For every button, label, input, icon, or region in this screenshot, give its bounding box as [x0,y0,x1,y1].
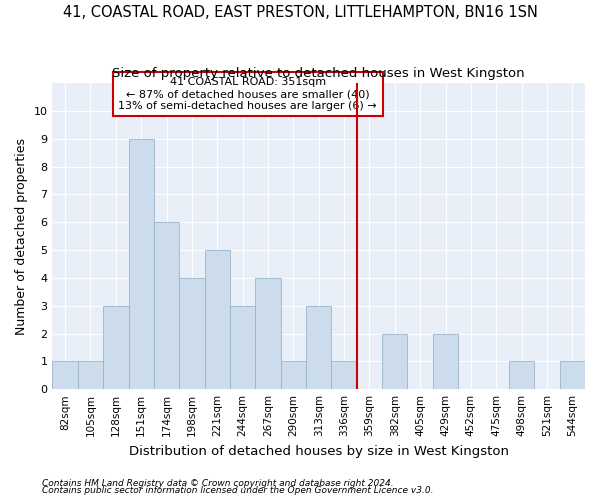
Bar [230,306,256,389]
Bar [128,138,154,389]
Bar [52,362,78,389]
Bar [256,278,281,389]
Bar [331,362,357,389]
Bar [306,306,331,389]
Y-axis label: Number of detached properties: Number of detached properties [15,138,28,334]
Text: Contains public sector information licensed under the Open Government Licence v3: Contains public sector information licen… [42,486,433,495]
Bar [509,362,534,389]
X-axis label: Distribution of detached houses by size in West Kingston: Distribution of detached houses by size … [129,444,509,458]
Bar [433,334,458,389]
Title: Size of property relative to detached houses in West Kingston: Size of property relative to detached ho… [112,68,525,80]
Bar [103,306,128,389]
Text: Contains HM Land Registry data © Crown copyright and database right 2024.: Contains HM Land Registry data © Crown c… [42,478,394,488]
Bar [560,362,585,389]
Text: 41, COASTAL ROAD, EAST PRESTON, LITTLEHAMPTON, BN16 1SN: 41, COASTAL ROAD, EAST PRESTON, LITTLEHA… [62,5,538,20]
Bar [205,250,230,389]
Bar [154,222,179,389]
Bar [179,278,205,389]
Text: 41 COASTAL ROAD: 351sqm
← 87% of detached houses are smaller (40)
13% of semi-de: 41 COASTAL ROAD: 351sqm ← 87% of detache… [118,78,377,110]
Bar [78,362,103,389]
Bar [281,362,306,389]
Bar [382,334,407,389]
